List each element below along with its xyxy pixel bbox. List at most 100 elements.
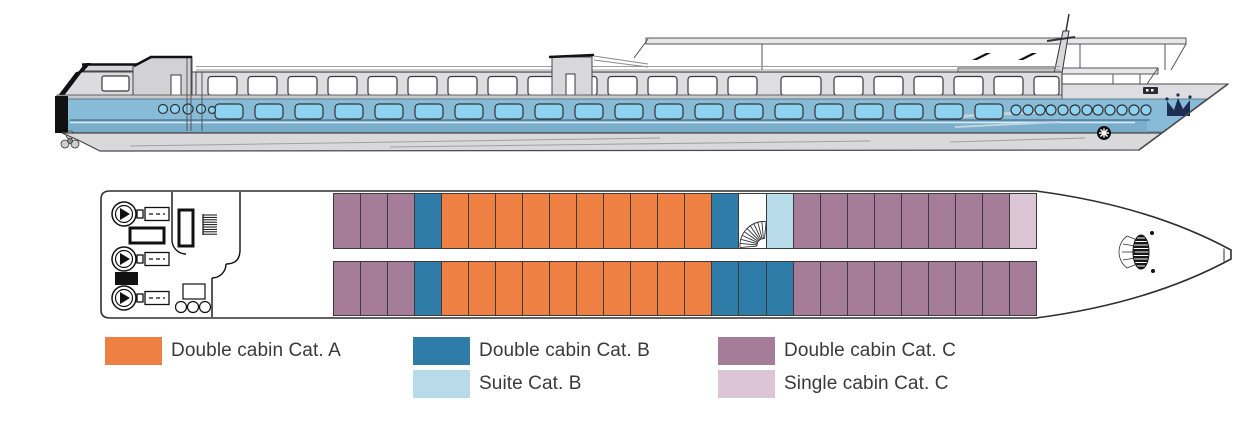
cabin-cat-b [415, 262, 443, 315]
cabin-cat-a [685, 262, 713, 315]
legend-swatch-single-c-icon [718, 370, 775, 398]
legend-label: Double cabin Cat. B [479, 340, 650, 361]
cabin-cat-c [847, 262, 875, 315]
tank-icon [128, 226, 166, 245]
deck-vent-icon [1018, 53, 1037, 60]
cabin-cat-c [334, 194, 362, 248]
wheelhouse-window [101, 75, 130, 92]
bow-badge-dot [1146, 89, 1149, 92]
cabin-cat-b [415, 194, 443, 248]
deck-vent-icon [972, 53, 991, 60]
legend-swatch-suite-b-icon [413, 370, 470, 398]
cabin-cat-b [712, 194, 740, 248]
bow-badge-icon [1143, 87, 1158, 94]
engine-room-machinery [111, 192, 241, 317]
cabin-cat-c [361, 194, 389, 248]
cabin-cat-c [928, 194, 956, 248]
crown-logo-icon [1165, 93, 1192, 116]
cabin-cat-c [847, 194, 875, 248]
legend-column-3: Double cabin Cat. C Single cabin Cat. C [718, 337, 956, 398]
ship-side-profile [55, 13, 1230, 152]
cabin-legend: Double cabin Cat. A Double cabin Cat. B … [0, 337, 1260, 407]
legend-label: Double cabin Cat. A [171, 340, 341, 361]
cabin-cat-c [982, 262, 1010, 315]
legend-column-1: Double cabin Cat. A [105, 337, 341, 365]
cabin-cat-c [361, 262, 389, 315]
legend-swatch-cat-b-icon [413, 337, 470, 365]
cabin-cat-a [469, 262, 497, 315]
cabin-cat-a [496, 262, 524, 315]
cabin-cat-b [739, 262, 767, 315]
legend-item-double-cabin-cat-b: Double cabin Cat. B [413, 337, 650, 365]
bow-thruster-icon [1097, 126, 1111, 140]
mid-staircase-icon [739, 221, 767, 249]
cabin-cat-c [901, 194, 929, 248]
cabin-cat-a [523, 262, 551, 315]
sun-deck-canopy [633, 37, 1187, 71]
lower-deck-windows [157, 103, 1152, 120]
bulkhead-walls [171, 192, 241, 317]
legend-label: Suite Cat. B [479, 373, 582, 394]
cabin-cat-a [469, 194, 497, 248]
cabin-cat-c [874, 194, 902, 248]
bow-staircase-steps [1118, 235, 1138, 269]
tank-circles-icon [174, 300, 212, 314]
legend-item-double-cabin-cat-a: Double cabin Cat. A [105, 337, 341, 365]
cabin-cat-a [496, 194, 524, 248]
stern-cap [55, 96, 68, 133]
legend-swatch-cat-c-icon [718, 337, 775, 365]
pump-icon [111, 201, 137, 227]
cabin-cat-c [1009, 262, 1036, 315]
bow-staircase-icon [1118, 231, 1155, 273]
hatch-icon [115, 272, 138, 285]
legend-item-double-cabin-cat-c: Double cabin Cat. C [718, 337, 956, 365]
engine-block-icon [136, 206, 170, 306]
lower-hull [61, 83, 1229, 152]
legend-column-2: Double cabin Cat. B Suite Cat. B [413, 337, 650, 398]
legend-label: Double cabin Cat. C [784, 340, 956, 361]
locker-icon [177, 208, 195, 248]
cabin-cat-a [442, 262, 470, 315]
stern-superstructure [57, 55, 197, 100]
cabin-cat-a [550, 194, 578, 248]
cabin-cat-c [955, 262, 983, 315]
cabin-cat-a [442, 194, 470, 248]
cabin-cat-c [901, 262, 929, 315]
upper-deck-windows [207, 75, 1060, 97]
pump-icon [111, 246, 137, 272]
cabin-cat-c [793, 194, 821, 248]
pump-icon [111, 285, 137, 311]
cabin-cat-a [577, 194, 605, 248]
upper-cabin-row [333, 193, 1037, 249]
cabin-cat-c [334, 262, 362, 315]
legend-item-suite-cat-b: Suite Cat. B [413, 370, 650, 398]
cabin-suite-b [766, 194, 794, 248]
cabin-single-c [1009, 194, 1036, 248]
cabin-cat-c [820, 194, 848, 248]
legend-label: Single cabin Cat. C [784, 373, 949, 394]
cabin-cat-a [685, 194, 713, 248]
cabin-cat-c [982, 194, 1010, 248]
cabin-cat-c [955, 194, 983, 248]
cabin-cat-a [577, 262, 605, 315]
console-icon [182, 283, 206, 300]
bow-badge-dot [1151, 89, 1154, 92]
cabin-cat-a [658, 262, 686, 315]
cabin-cat-a [631, 262, 659, 315]
cabin-cat-a [658, 194, 686, 248]
cabin-cat-a [523, 194, 551, 248]
legend-swatch-cat-a-icon [105, 337, 162, 365]
ladder-icon [202, 214, 217, 235]
cabin-cat-c [793, 262, 821, 315]
cabin-cat-a [631, 194, 659, 248]
cabin-cat-b [712, 262, 740, 315]
legend-item-single-cabin-cat-c: Single cabin Cat. C [718, 370, 956, 398]
cabin-cat-c [388, 262, 416, 315]
lower-cabin-row [333, 261, 1037, 316]
cabin-cat-c [874, 262, 902, 315]
prow-line [1138, 83, 1229, 151]
staircase-cell [739, 194, 767, 248]
cabin-cat-a [604, 194, 632, 248]
cabin-cat-c [820, 262, 848, 315]
